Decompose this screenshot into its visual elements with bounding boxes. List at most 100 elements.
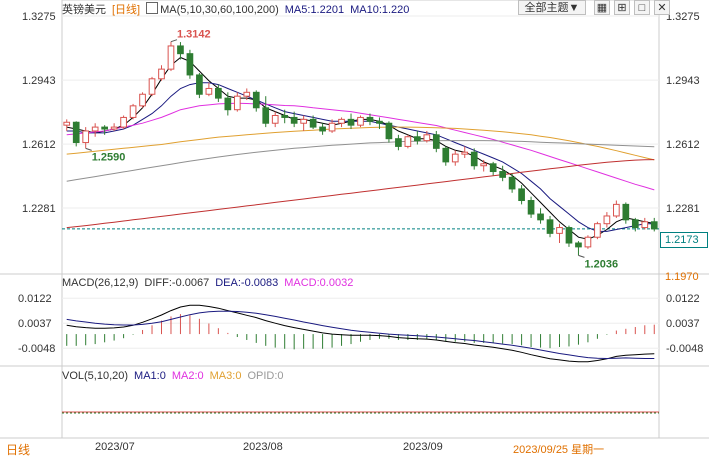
chart-header: 英镑美元 [日线] MA(5,10,30,60,100,200) MA5:1.2201… bbox=[62, 1, 415, 17]
close-icon[interactable]: ✕ bbox=[654, 0, 670, 15]
candle-body bbox=[508, 176, 516, 190]
candle-body bbox=[177, 45, 184, 55]
candle-body bbox=[527, 200, 535, 215]
candle-body bbox=[328, 122, 336, 132]
candlesticks bbox=[63, 41, 658, 256]
candle-body bbox=[461, 151, 469, 155]
y-axis-labels: 1.3275 1.3275 1.2943 1.2943 1.2612 1.2612 1.22… bbox=[18, 11, 703, 355]
y-tick-label: 1.3275 bbox=[666, 11, 700, 23]
candle-body bbox=[72, 121, 80, 144]
candle-body bbox=[120, 116, 127, 128]
candle-body bbox=[158, 68, 165, 80]
candle-body bbox=[489, 163, 497, 173]
candle-body bbox=[338, 118, 345, 124]
candle-body bbox=[148, 78, 156, 95]
y-tick-label: 1.2612 bbox=[666, 139, 700, 151]
y-tick-label: 1.2943 bbox=[666, 75, 700, 87]
candle-body bbox=[518, 188, 525, 202]
chart-frame bbox=[0, 0, 709, 439]
current-price-box: 1.2173 bbox=[660, 232, 708, 248]
candle-body bbox=[575, 242, 582, 248]
vol-ma2: MA2:0 bbox=[171, 370, 204, 382]
candle-body bbox=[309, 118, 317, 128]
y-tick-label: -0.0048 bbox=[18, 343, 55, 355]
ma10-value: MA10:1.220 bbox=[350, 4, 410, 16]
ma-line-ma200 bbox=[66, 159, 655, 229]
current-price-value: 1.2173 bbox=[665, 234, 699, 246]
ma-line-ma100 bbox=[66, 140, 655, 182]
candle-body bbox=[290, 116, 298, 124]
candle-body bbox=[565, 227, 573, 244]
candle-body bbox=[262, 107, 270, 124]
candle-body bbox=[347, 118, 355, 126]
candle-body bbox=[613, 203, 620, 217]
macd-value: MACD:0.0032 bbox=[284, 277, 354, 289]
candle-body bbox=[395, 138, 402, 147]
macd-dea: DEA:-0.0083 bbox=[215, 277, 279, 289]
chart-type-icon[interactable] bbox=[146, 2, 159, 14]
candle-body bbox=[385, 122, 393, 140]
candle-body bbox=[404, 136, 412, 147]
macd-header: MACD(26,12,9) DIFF:-0.0067 DEA:-0.0083 MACD… bbox=[62, 277, 359, 289]
annotation-pointer bbox=[85, 147, 92, 151]
ma-line-ma30 bbox=[66, 102, 655, 191]
price-annotations: 1.3142 1.2590 1.2036 bbox=[85, 29, 618, 270]
candle-body bbox=[243, 91, 251, 97]
candle-body bbox=[650, 221, 658, 230]
candle-body bbox=[319, 126, 326, 132]
vol-ma1: MA1:0 bbox=[134, 370, 166, 382]
fullscreen-icon[interactable]: ⊞ bbox=[614, 0, 630, 15]
candle-body bbox=[594, 223, 601, 238]
y-tick-label: 0.0037 bbox=[666, 318, 700, 330]
current-date-label: 2023/09/25 星期一 bbox=[513, 444, 605, 456]
theme-button[interactable]: 全部主题▼ bbox=[518, 0, 586, 15]
candle-body bbox=[423, 134, 431, 142]
vol-opid: OPID:0 bbox=[247, 370, 284, 382]
ma-label: MA(5,10,30,60,100,200) bbox=[160, 4, 279, 16]
period-label[interactable]: [日线] bbox=[112, 4, 141, 16]
grid-icon[interactable]: ▦ bbox=[594, 0, 610, 15]
candle-body bbox=[110, 126, 118, 130]
vol-header: VOL(5,10,20) MA1:0 MA2:0 MA3:0 OPID:0 bbox=[62, 370, 290, 382]
candle-body bbox=[167, 45, 175, 70]
candle-body bbox=[537, 213, 544, 221]
diff-line bbox=[66, 304, 655, 363]
vol-name: VOL(5,10,20) bbox=[62, 370, 129, 382]
annotation-label: 1.2036 bbox=[584, 258, 618, 270]
annotation-label: 1.3142 bbox=[177, 29, 211, 41]
candle-body bbox=[414, 136, 421, 142]
y-tick-label: 1.2281 bbox=[22, 203, 56, 215]
candle-body bbox=[91, 126, 99, 132]
candle-body bbox=[101, 126, 108, 130]
y-tick-label: 1.2612 bbox=[22, 139, 56, 151]
period-button[interactable]: 日线 bbox=[6, 443, 31, 457]
candle-body bbox=[366, 116, 374, 122]
candle-body bbox=[499, 171, 506, 178]
level-label: 1.1970 bbox=[665, 271, 699, 283]
maximize-icon[interactable]: □ bbox=[634, 0, 650, 15]
candle-body bbox=[224, 97, 232, 111]
ma5-value: MA5:1.2201 bbox=[284, 4, 345, 16]
candle-body bbox=[215, 87, 222, 99]
candle-body bbox=[546, 219, 554, 234]
macd-panel bbox=[62, 297, 659, 363]
macd-diff: DIFF:-0.0067 bbox=[144, 277, 210, 289]
annotation-label: 1.2590 bbox=[92, 151, 126, 163]
candle-body bbox=[432, 134, 440, 149]
candle-body bbox=[451, 153, 459, 163]
candle-body bbox=[480, 163, 488, 167]
annotation-pointer bbox=[578, 254, 585, 258]
candle-body bbox=[603, 215, 611, 225]
y-tick-label: 0.0122 bbox=[666, 293, 700, 305]
candle-body bbox=[442, 147, 450, 163]
candle-body bbox=[252, 91, 260, 109]
candle-body bbox=[129, 105, 137, 118]
vol-ma3: MA3:0 bbox=[209, 370, 242, 382]
candle-body bbox=[556, 227, 563, 234]
y-tick-label: 0.0037 bbox=[18, 318, 52, 330]
candle-body bbox=[300, 118, 307, 124]
candle-body bbox=[641, 221, 649, 229]
candle-body bbox=[63, 121, 71, 126]
y-tick-label: -0.0048 bbox=[666, 343, 703, 355]
